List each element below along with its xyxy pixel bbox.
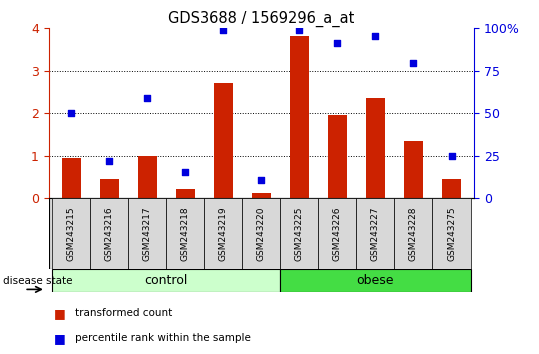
Text: transformed count: transformed count — [75, 308, 172, 318]
Text: GSM243226: GSM243226 — [333, 206, 342, 261]
Bar — [319, 198, 356, 269]
Bar — [432, 198, 471, 269]
Bar — [395, 198, 432, 269]
Point — [257, 178, 266, 183]
Bar — [138, 156, 157, 198]
Text: ■: ■ — [54, 332, 66, 344]
Bar — [52, 198, 91, 269]
Point — [181, 169, 190, 175]
Bar — [328, 115, 347, 198]
Bar — [176, 189, 195, 198]
Point — [295, 28, 304, 33]
Bar — [356, 198, 395, 269]
Bar — [366, 98, 385, 198]
Point — [143, 96, 151, 101]
Bar — [243, 198, 280, 269]
Point — [409, 60, 418, 66]
Bar — [442, 179, 461, 198]
Bar — [214, 83, 233, 198]
Point — [447, 153, 456, 159]
Bar — [280, 198, 319, 269]
Bar — [52, 269, 280, 292]
Point — [371, 33, 380, 39]
Text: control: control — [144, 274, 188, 287]
Text: GSM243217: GSM243217 — [143, 206, 152, 261]
Text: GDS3688 / 1569296_a_at: GDS3688 / 1569296_a_at — [168, 11, 355, 27]
Text: disease state: disease state — [3, 275, 72, 286]
Text: percentile rank within the sample: percentile rank within the sample — [75, 333, 251, 343]
Text: ■: ■ — [54, 307, 66, 320]
Bar — [100, 179, 119, 198]
Bar — [252, 193, 271, 198]
Point — [219, 28, 227, 33]
Bar — [62, 158, 81, 198]
Text: GSM243220: GSM243220 — [257, 206, 266, 261]
Text: obese: obese — [357, 274, 394, 287]
Bar — [290, 36, 309, 198]
Point — [105, 158, 114, 164]
Bar — [167, 198, 204, 269]
Bar — [404, 141, 423, 198]
Text: GSM243219: GSM243219 — [219, 206, 228, 261]
Text: GSM243225: GSM243225 — [295, 206, 304, 261]
Point — [67, 110, 75, 116]
Text: GSM243218: GSM243218 — [181, 206, 190, 261]
Text: GSM243228: GSM243228 — [409, 206, 418, 261]
Text: GSM243215: GSM243215 — [67, 206, 76, 261]
Text: GSM243227: GSM243227 — [371, 206, 380, 261]
Text: GSM243275: GSM243275 — [447, 206, 456, 261]
Bar — [204, 198, 243, 269]
Bar — [280, 269, 471, 292]
Text: GSM243216: GSM243216 — [105, 206, 114, 261]
Bar — [91, 198, 128, 269]
Point — [333, 40, 342, 46]
Bar — [128, 198, 167, 269]
